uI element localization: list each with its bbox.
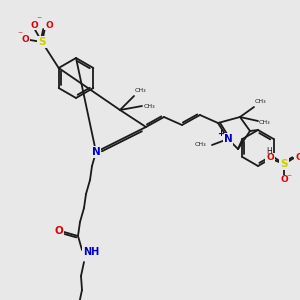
Text: ⁻: ⁻ xyxy=(286,173,292,183)
Text: CH₃: CH₃ xyxy=(255,99,267,104)
Text: O: O xyxy=(55,226,63,236)
Text: ⁻: ⁻ xyxy=(36,15,42,25)
Text: O: O xyxy=(280,176,288,184)
Text: NH: NH xyxy=(83,247,99,257)
Text: S: S xyxy=(280,159,288,169)
Text: O: O xyxy=(295,152,300,161)
Text: O: O xyxy=(45,20,53,29)
Text: O: O xyxy=(266,154,274,163)
Text: H: H xyxy=(266,148,272,157)
Text: N: N xyxy=(92,147,100,157)
Text: O: O xyxy=(21,35,29,44)
Text: S: S xyxy=(38,37,46,47)
Text: N: N xyxy=(224,134,232,144)
Text: CH₃: CH₃ xyxy=(259,121,271,125)
Text: CH₃: CH₃ xyxy=(194,142,206,146)
Text: CH₃: CH₃ xyxy=(135,88,147,93)
Text: +: + xyxy=(218,130,224,139)
Text: CH₃: CH₃ xyxy=(144,104,156,110)
Text: O: O xyxy=(30,20,38,29)
Text: ⁻: ⁻ xyxy=(17,30,22,40)
